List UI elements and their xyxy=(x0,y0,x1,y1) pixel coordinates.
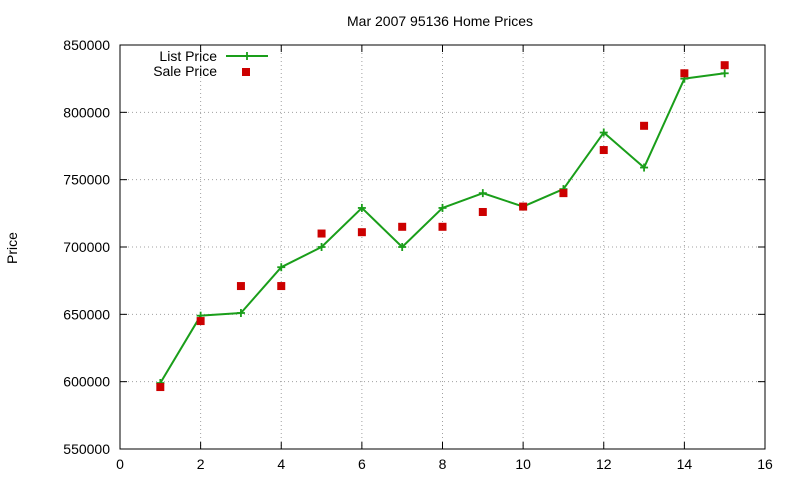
y-tick-label: 550000 xyxy=(63,441,110,457)
y-tick-label: 800000 xyxy=(63,104,110,120)
legend-label-sale-price: Sale Price xyxy=(153,63,217,79)
legend-label-list-price: List Price xyxy=(159,48,217,64)
x-tick-label: 10 xyxy=(515,456,531,472)
plot-frame xyxy=(119,44,766,450)
sale-price-point xyxy=(559,189,568,198)
sale-price-point xyxy=(478,207,487,216)
x-tick-label: 14 xyxy=(677,456,693,472)
sale-price-point xyxy=(398,222,407,231)
y-tick-label: 850000 xyxy=(63,37,110,53)
legend-entry-sale-price: Sale Price xyxy=(153,63,250,79)
grid-lines xyxy=(120,45,765,449)
legend-swatch-list-price xyxy=(226,52,268,60)
legend-marker-list-price xyxy=(243,52,251,60)
tick-labels: 0 2 4 6 8 10 12 14 16 550000 600000 650000 700000 750… xyxy=(63,37,773,472)
series-list-price xyxy=(156,69,729,388)
x-tick-label: 2 xyxy=(197,456,205,472)
sale-price-point xyxy=(599,146,608,155)
legend-swatch-sale-price xyxy=(242,68,250,76)
list-price-point xyxy=(357,203,366,212)
list-price-point xyxy=(478,189,487,198)
sale-price-point xyxy=(720,61,729,70)
list-price-point xyxy=(277,263,286,272)
x-tick-label: 6 xyxy=(358,456,366,472)
legend-marker-sale-price xyxy=(242,68,250,76)
list-price-point xyxy=(640,163,649,172)
sale-price-point xyxy=(196,317,205,326)
y-tick-label: 750000 xyxy=(63,172,110,188)
x-tick-label: 0 xyxy=(116,456,124,472)
y-axis-label: Price xyxy=(4,232,20,264)
list-price-point xyxy=(720,69,729,78)
y-tick-label: 600000 xyxy=(63,374,110,390)
x-tick-label: 8 xyxy=(439,456,447,472)
list-price-point xyxy=(599,128,608,137)
list-price-point xyxy=(438,203,447,212)
list-price-point xyxy=(317,243,326,251)
series-sale-price xyxy=(156,61,729,392)
sale-price-point xyxy=(680,69,689,78)
sale-price-point xyxy=(640,121,649,130)
y-tick-label: 650000 xyxy=(63,306,110,322)
x-tick-label: 12 xyxy=(596,456,612,472)
legend-entry-list-price: List Price xyxy=(159,48,268,64)
list-price-point xyxy=(236,308,245,317)
sale-price-point xyxy=(236,282,245,291)
chart-title: Mar 2007 95136 Home Prices xyxy=(347,13,533,29)
legend: List Price Sale Price xyxy=(153,48,268,79)
sale-price-point xyxy=(519,202,528,211)
sale-price-point xyxy=(438,222,447,231)
y-tick-label: 700000 xyxy=(63,239,110,255)
sale-price-point xyxy=(357,228,366,237)
sale-price-point xyxy=(317,229,326,238)
sale-price-point xyxy=(277,282,286,291)
x-tick-label: 4 xyxy=(277,456,285,472)
x-tick-label: 16 xyxy=(757,456,773,472)
list-price-point xyxy=(398,243,407,251)
sale-price-point xyxy=(156,383,165,392)
data-series xyxy=(156,61,729,392)
